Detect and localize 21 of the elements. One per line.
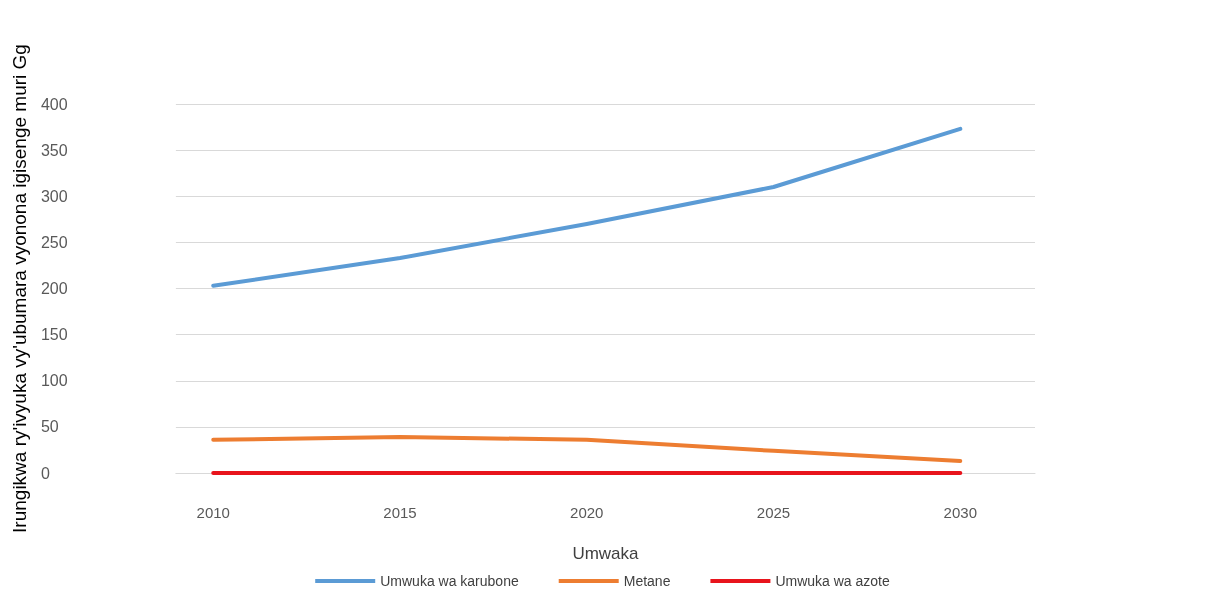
x-tick-label: 2010 (196, 504, 230, 521)
x-tick-label: 2015 (383, 504, 417, 521)
x-tick-label: 2025 (756, 504, 791, 521)
legend-label: Umwuka wa azote (775, 573, 891, 589)
legend-label: Umwuka wa karubone (380, 573, 519, 589)
y-tick-label: 50 (40, 418, 59, 436)
x-tick-label: 2020 (570, 504, 604, 521)
y-axis-title: Irungikwa ry'ivyuka vy'ubumara vyonona igisenge muri Gg (8, 44, 30, 533)
y-tick-label: 100 (40, 372, 68, 390)
y-tick-label: 150 (40, 326, 68, 344)
line-series (211, 435, 963, 464)
y-tick-label: 250 (40, 233, 68, 251)
x-axis-title: Umwaka (572, 544, 640, 563)
legend-label: Metane (623, 573, 671, 589)
y-tick-label: 200 (40, 280, 68, 297)
y-tick-label: 0 (40, 464, 50, 482)
y-tick-label: 350 (40, 141, 68, 159)
line-series (211, 126, 963, 288)
y-tick-label: 400 (40, 95, 68, 113)
y-tick-label: 300 (40, 187, 68, 205)
x-tick-label: 2030 (943, 504, 977, 521)
